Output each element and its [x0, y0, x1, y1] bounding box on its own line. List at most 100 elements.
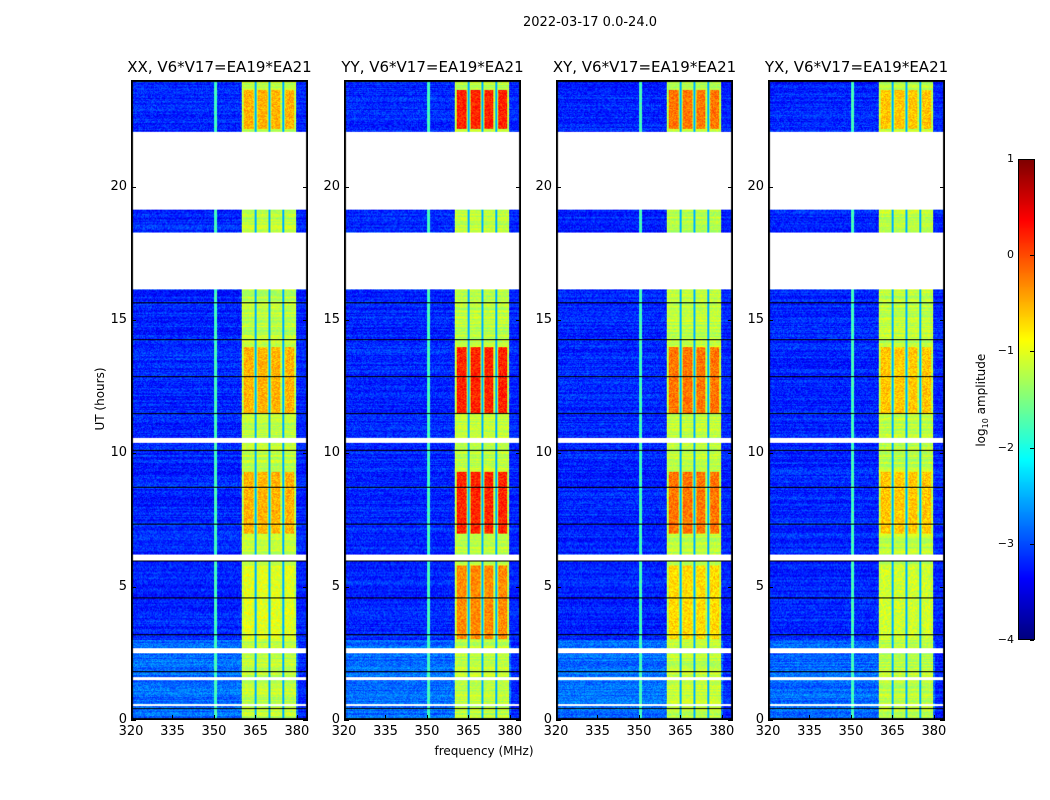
- colorbar-tick-label: 0: [1007, 248, 1014, 262]
- y-tick-label: 0: [755, 712, 764, 727]
- x-tick-mark: [933, 715, 935, 720]
- y-tick-label: 15: [747, 312, 764, 327]
- y-tick-mark: [344, 720, 349, 721]
- y-tick-mark: [768, 320, 773, 321]
- y-tick-mark: [303, 720, 308, 721]
- y-tick-mark: [131, 720, 136, 721]
- y-tick-mark: [556, 186, 561, 188]
- x-tick-mark: [213, 715, 215, 720]
- panel-title: XX, V6*V17=EA19*EA21: [127, 58, 312, 76]
- x-tick-mark: [850, 715, 852, 720]
- x-tick-label: 350: [201, 724, 227, 739]
- spectrogram-yy: [344, 80, 521, 720]
- colorbar-tick-label: 1: [1007, 152, 1014, 165]
- x-tick-label: 380: [709, 724, 735, 739]
- x-tick-mark: [255, 715, 257, 720]
- y-tick-label: 15: [323, 312, 340, 327]
- x-tick-label: 320: [543, 724, 569, 739]
- y-tick-mark: [303, 586, 308, 588]
- y-tick-mark: [728, 453, 733, 455]
- x-tick-mark: [680, 715, 682, 720]
- x-tick-mark: [809, 715, 811, 720]
- y-tick-label: 10: [535, 445, 552, 461]
- y-tick-mark: [556, 320, 561, 321]
- y-tick-label: 20: [110, 178, 127, 194]
- y-tick-mark: [940, 453, 945, 455]
- colorbar-tick-label: −4: [997, 633, 1014, 646]
- y-tick-label: 0: [118, 712, 127, 727]
- x-tick-label: 350: [414, 724, 440, 739]
- y-tick-label: 10: [747, 445, 764, 461]
- x-tick-mark: [131, 715, 132, 720]
- y-tick-mark: [344, 586, 349, 588]
- x-tick-label: 365: [880, 724, 905, 739]
- x-tick-label: 365: [668, 724, 693, 739]
- x-tick-mark: [638, 715, 640, 720]
- colorbar-tick-mark: [1030, 543, 1034, 545]
- y-tick-mark: [556, 720, 561, 721]
- colorbar-tick-label: −1: [997, 344, 1014, 358]
- y-tick-mark: [728, 320, 733, 321]
- x-tick-label: 380: [921, 724, 947, 739]
- y-tick-label: 0: [543, 712, 552, 727]
- x-tick-label: 320: [331, 724, 357, 739]
- y-tick-mark: [768, 586, 773, 588]
- y-tick-label: 10: [323, 445, 340, 461]
- y-tick-label: 5: [118, 578, 127, 594]
- x-tick-mark: [721, 715, 723, 720]
- x-tick-label: 335: [373, 724, 398, 739]
- y-tick-mark: [303, 453, 308, 455]
- y-tick-mark: [131, 186, 136, 188]
- colorbar-tick-mark: [1030, 255, 1034, 257]
- colorbar: [1018, 159, 1035, 640]
- x-tick-label: 335: [585, 724, 610, 739]
- y-tick-mark: [344, 453, 349, 455]
- colorbar-tick-label: −2: [997, 440, 1014, 454]
- y-tick-mark: [556, 453, 561, 455]
- x-tick-mark: [597, 715, 599, 720]
- y-tick-mark: [768, 720, 773, 721]
- y-tick-mark: [940, 186, 945, 188]
- x-tick-mark: [768, 715, 769, 720]
- x-tick-label: 380: [497, 724, 523, 739]
- x-tick-mark: [296, 715, 298, 720]
- x-tick-label: 320: [755, 724, 781, 739]
- x-tick-label: 335: [797, 724, 822, 739]
- colorbar-tick-mark: [1030, 159, 1034, 160]
- colorbar-tick-mark: [1030, 640, 1034, 641]
- y-tick-mark: [516, 586, 521, 588]
- y-tick-mark: [344, 186, 349, 188]
- y-tick-label: 0: [331, 712, 340, 727]
- y-tick-mark: [516, 186, 521, 188]
- x-tick-label: 365: [243, 724, 268, 739]
- panel-title: YX, V6*V17=EA19*EA21: [764, 58, 949, 76]
- colorbar-tick-mark: [1030, 351, 1034, 353]
- y-tick-mark: [768, 186, 773, 188]
- x-axis-label: frequency (MHz): [434, 744, 534, 758]
- y-tick-label: 5: [331, 578, 340, 594]
- y-tick-label: 5: [543, 578, 552, 594]
- x-tick-label: 320: [118, 724, 144, 739]
- x-tick-mark: [468, 715, 470, 720]
- y-tick-mark: [940, 320, 945, 321]
- x-tick-label: 365: [456, 724, 481, 739]
- colorbar-tick-mark: [1030, 447, 1034, 449]
- x-tick-mark: [426, 715, 428, 720]
- x-tick-mark: [509, 715, 511, 720]
- y-tick-label: 15: [535, 312, 552, 327]
- colorbar-tick-label: −3: [997, 536, 1014, 550]
- y-tick-label: 10: [110, 445, 127, 461]
- spectrogram-xy: [556, 80, 733, 720]
- y-tick-label: 20: [323, 178, 340, 194]
- y-tick-mark: [728, 720, 733, 721]
- x-tick-mark: [556, 715, 557, 720]
- spectrogram-xx: [131, 80, 308, 720]
- y-tick-mark: [940, 586, 945, 588]
- x-tick-label: 380: [284, 724, 310, 739]
- x-tick-label: 335: [160, 724, 185, 739]
- y-tick-mark: [303, 320, 308, 321]
- y-tick-mark: [940, 720, 945, 721]
- y-tick-mark: [728, 586, 733, 588]
- y-tick-mark: [131, 320, 136, 321]
- y-tick-mark: [516, 720, 521, 721]
